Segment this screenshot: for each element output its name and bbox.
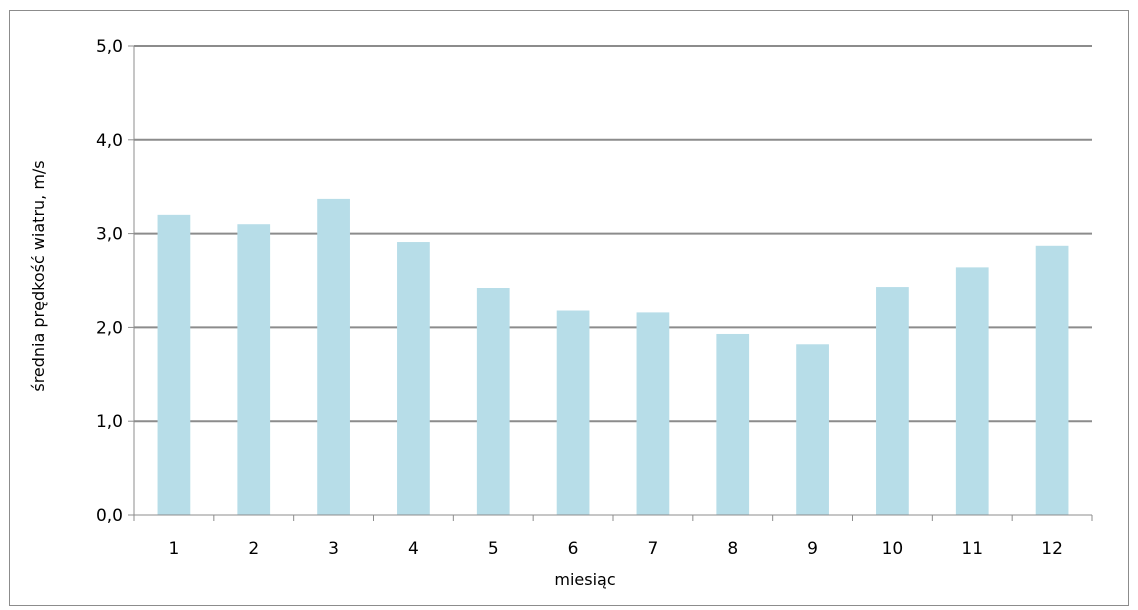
y-tick-label: 3,0 — [96, 225, 123, 245]
y-axis-title: średnia prędkość wiatru, m/s — [29, 160, 48, 391]
bars-layer — [157, 198, 1069, 516]
x-tick-label: 7 — [648, 539, 659, 559]
bar — [876, 287, 909, 515]
x-axis-title: miesiąc — [554, 570, 615, 589]
x-tick-label: 11 — [961, 539, 983, 559]
x-tick-label: 4 — [408, 539, 419, 559]
y-tick-label: 1,0 — [96, 412, 123, 432]
x-tick-label: 10 — [882, 539, 904, 559]
bar — [317, 198, 350, 515]
bar — [476, 288, 510, 515]
x-tick-label: 8 — [727, 539, 738, 559]
x-tick-label: 2 — [248, 539, 259, 559]
bar — [955, 267, 989, 515]
bar — [1035, 245, 1069, 516]
bar — [716, 333, 750, 515]
x-tick-label: 1 — [169, 539, 180, 559]
y-tick-label: 2,0 — [96, 318, 123, 338]
bar — [556, 310, 590, 515]
axes-layer — [128, 45, 1093, 521]
grid-layer — [134, 45, 1092, 423]
bar — [796, 344, 829, 515]
x-tick-label: 9 — [807, 539, 818, 559]
x-tick-label: 3 — [328, 539, 339, 559]
x-tick-label: 5 — [488, 539, 499, 559]
y-tick-label: 5,0 — [96, 37, 123, 57]
x-tick-label: 6 — [568, 539, 579, 559]
bar — [157, 214, 191, 515]
y-tick-label: 4,0 — [96, 131, 123, 151]
bar — [237, 224, 271, 515]
x-tick-label: 12 — [1041, 539, 1063, 559]
y-tick-label: 0,0 — [96, 506, 123, 526]
bar — [636, 312, 670, 515]
ticks-layer: 0,01,02,03,04,05,01 2 3 4 5 6 7 8 9 10 11 12 — [96, 37, 1063, 559]
bar — [397, 242, 430, 516]
